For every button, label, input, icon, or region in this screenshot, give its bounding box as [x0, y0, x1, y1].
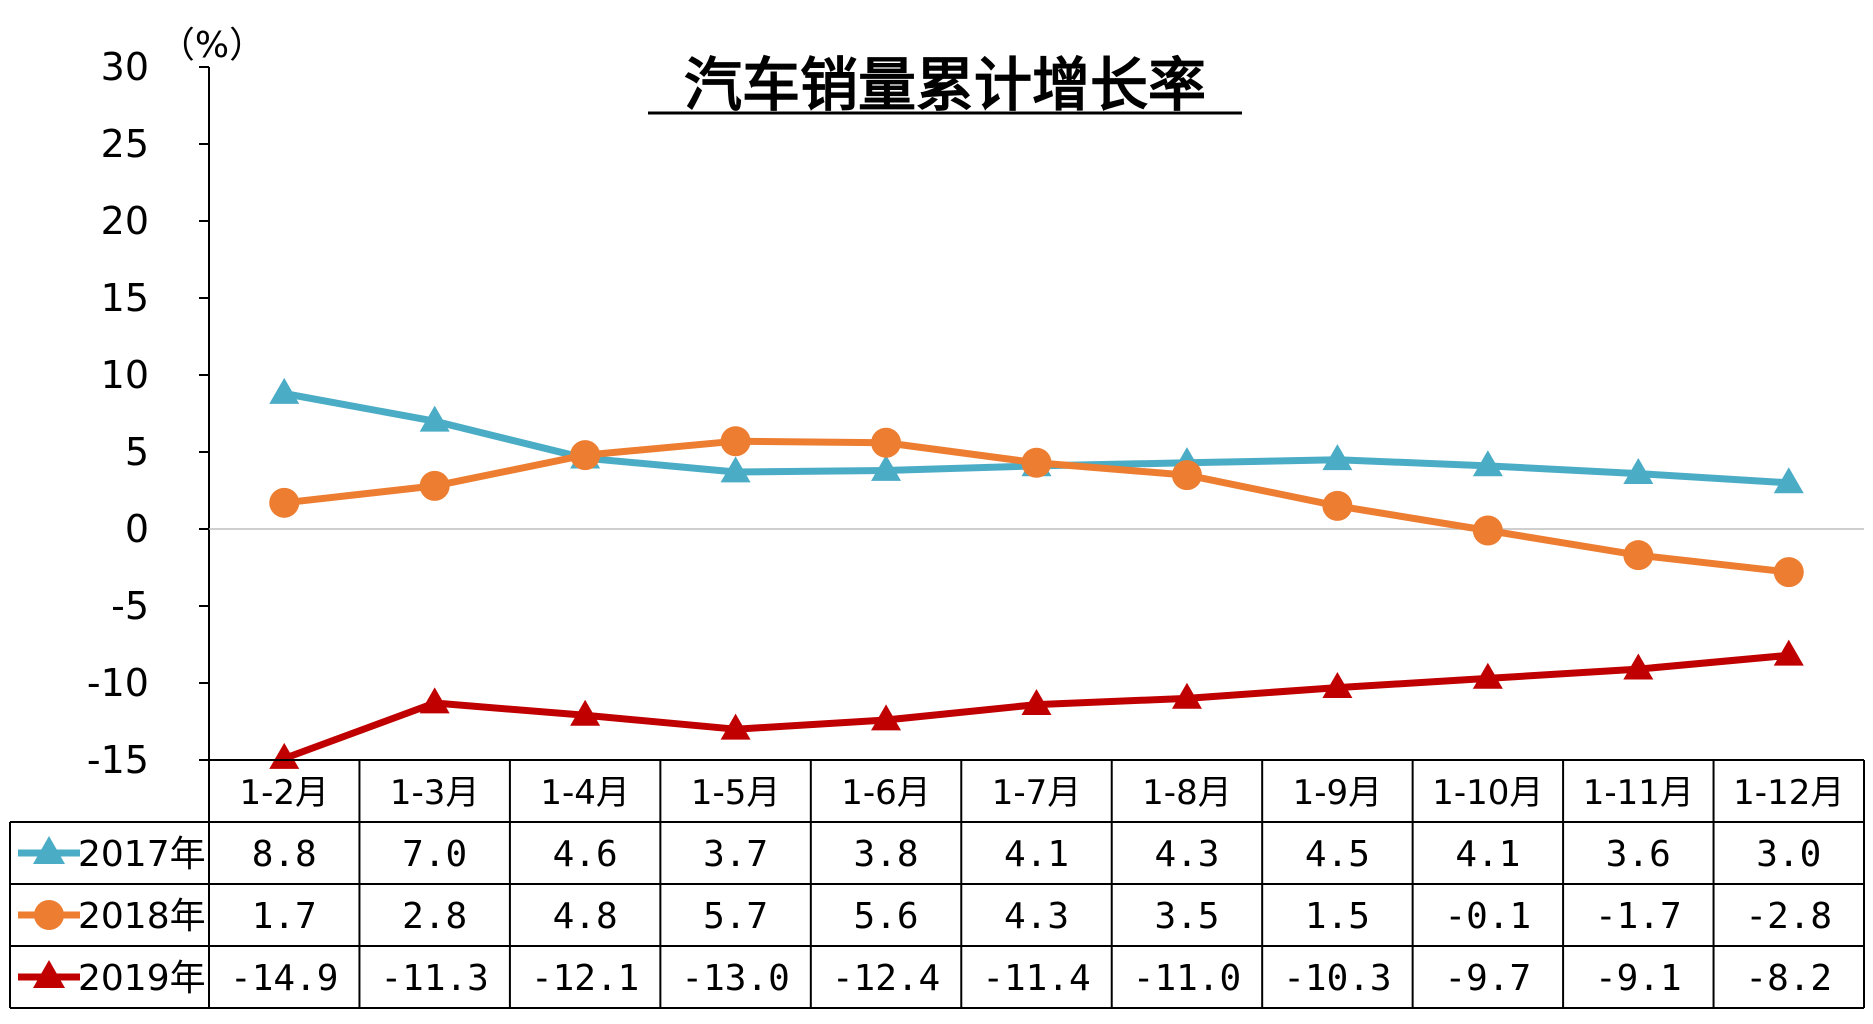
legend-key-marker [34, 900, 64, 930]
data-point [1322, 672, 1353, 699]
data-label: 3.0 [1756, 834, 1821, 875]
data-point [419, 687, 450, 714]
x-tick-label: 1-2月 [239, 773, 329, 813]
legend-label: 2017年 [78, 834, 206, 875]
data-point [1171, 460, 1202, 491]
data-label: 3.6 [1606, 834, 1671, 875]
data-label: 4.6 [553, 834, 618, 875]
data-point [871, 454, 902, 481]
data-label: 8.8 [252, 834, 317, 875]
x-tick-label: 1-9月 [1293, 773, 1383, 813]
y-tick-label: 5 [125, 430, 149, 474]
y-tick-label: 15 [101, 276, 149, 320]
y-tick-label: 10 [101, 353, 149, 397]
data-label: -0.1 [1445, 896, 1532, 937]
data-point [1171, 682, 1202, 709]
data-point [1472, 450, 1503, 477]
data-label: -9.7 [1445, 958, 1532, 999]
data-label: -11.3 [380, 958, 488, 999]
x-tick-label: 1-8月 [1142, 773, 1232, 813]
data-point [269, 742, 300, 769]
legend-label: 2018年 [78, 896, 206, 937]
y-tick-label: 25 [101, 122, 149, 166]
data-label: 1.5 [1305, 896, 1370, 937]
data-point [871, 704, 902, 731]
data-point [720, 456, 751, 483]
data-label: -12.1 [531, 958, 639, 999]
data-point [1773, 639, 1804, 666]
data-point [570, 440, 601, 471]
data-label: 4.1 [1004, 834, 1069, 875]
data-point [419, 470, 450, 501]
data-label: 4.3 [1004, 896, 1069, 937]
data-label: 4.3 [1154, 834, 1219, 875]
y-tick-label: -15 [87, 738, 149, 782]
data-label: 2.8 [402, 896, 467, 937]
data-point [269, 487, 300, 518]
data-point [1623, 653, 1654, 680]
data-label: -14.9 [230, 958, 338, 999]
data-point [1472, 662, 1503, 689]
data-label: 4.1 [1455, 834, 1520, 875]
x-tick-label: 1-11月 [1583, 773, 1694, 813]
data-point [419, 405, 450, 432]
data-label: 4.5 [1305, 834, 1370, 875]
data-point [720, 426, 751, 457]
x-tick-label: 1-4月 [540, 773, 630, 813]
y-axis-unit: （%） [159, 25, 265, 66]
legend-key-marker [33, 960, 65, 988]
x-tick-label: 1-5月 [691, 773, 781, 813]
data-label: -10.3 [1283, 958, 1391, 999]
data-label: 4.8 [553, 896, 618, 937]
data-label: -12.4 [832, 958, 940, 999]
data-point [871, 427, 902, 458]
y-tick-label: 20 [101, 199, 149, 243]
data-label: 5.7 [703, 896, 768, 937]
data-point [720, 713, 751, 740]
legend-key-marker [33, 836, 65, 864]
x-tick-label: 1-7月 [992, 773, 1082, 813]
data-label: 5.6 [854, 896, 919, 937]
data-label: 1.7 [252, 896, 317, 937]
data-point [1322, 490, 1353, 521]
data-label: -11.4 [982, 958, 1090, 999]
data-label: -8.2 [1745, 958, 1832, 999]
data-label: 3.8 [854, 834, 919, 875]
data-point [1623, 540, 1654, 571]
legend-label: 2019年 [78, 958, 206, 999]
data-label: -9.1 [1595, 958, 1682, 999]
x-tick-label: 1-12月 [1733, 773, 1844, 813]
x-tick-label: 1-6月 [841, 773, 931, 813]
data-point [1773, 557, 1804, 588]
x-tick-label: 1-10月 [1432, 773, 1543, 813]
data-label: -2.8 [1745, 896, 1832, 937]
data-label: -13.0 [681, 958, 789, 999]
data-label: -11.0 [1133, 958, 1241, 999]
y-tick-label: -10 [87, 661, 149, 705]
data-point [1322, 444, 1353, 471]
x-tick-label: 1-3月 [390, 773, 480, 813]
chart-title: 汽车销量累计增长率 [684, 51, 1206, 119]
data-label: 7.0 [402, 834, 467, 875]
data-point [1623, 457, 1654, 484]
data-label: 3.5 [1154, 896, 1219, 937]
data-point [1472, 515, 1503, 546]
data-point [1773, 467, 1804, 494]
data-label: -1.7 [1595, 896, 1682, 937]
y-tick-label: 30 [101, 45, 149, 89]
data-point [570, 699, 601, 726]
data-label: 3.7 [703, 834, 768, 875]
y-tick-label: -5 [111, 584, 149, 628]
data-point [1021, 447, 1052, 478]
data-point [1021, 688, 1052, 715]
y-tick-label: 0 [125, 507, 149, 551]
data-point [269, 377, 300, 404]
